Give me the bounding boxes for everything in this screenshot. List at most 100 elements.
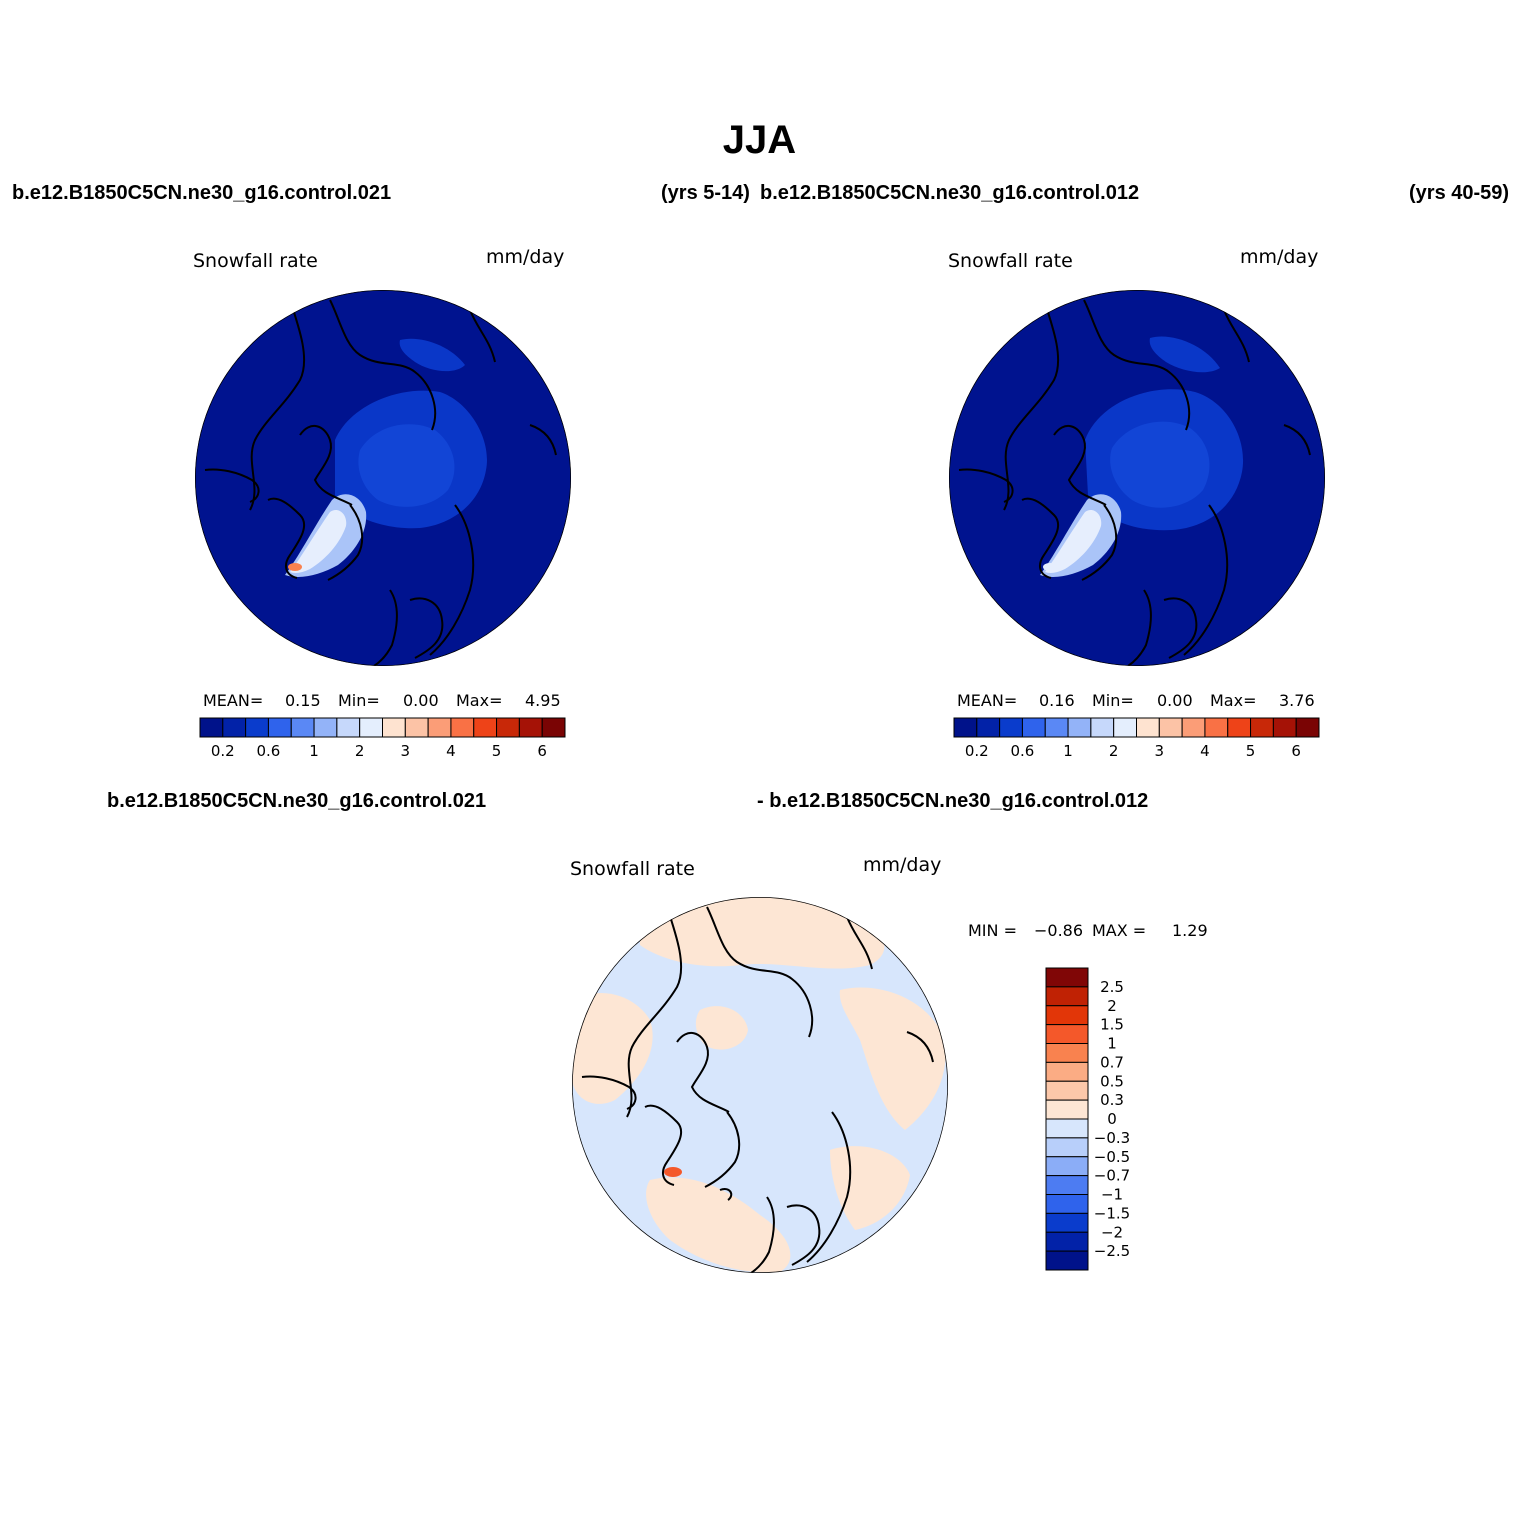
top-left-case-name: b.e12.B1850C5CN.ne30_g16.control.021 [12, 182, 392, 204]
panel2-colorbar-tick-label: 4 [1200, 742, 1210, 760]
panel2-colorbar-box [1181, 717, 1206, 738]
panel1-arctic-snow-inner [358, 424, 455, 507]
panel3-colorbar-box [1045, 1137, 1089, 1158]
panel3-colorbar: 2.521.510.70.50.30−0.3−0.5−0.7−1−1.5−2−2… [1045, 967, 1130, 1271]
panel3-colorbar-tick-label: −2.5 [1094, 1242, 1130, 1260]
panel2-max-label: Max= [1210, 691, 1257, 710]
panel2-colorbar-box [976, 717, 1001, 738]
panel2-colorbar: 0.2 0.6 1 2 3 4 5 6 [953, 717, 1320, 760]
panel2-colorbar-box [1113, 717, 1137, 738]
panel3-colorbar-box [1045, 1231, 1089, 1252]
panel2-colorbar-box [1090, 717, 1115, 738]
panel1-colorbar-box [222, 717, 247, 738]
panel2-colorbar-box [1250, 717, 1274, 738]
panel1-colorbar-box [267, 717, 292, 738]
panel3-colorbar-tick-label: −2 [1101, 1223, 1123, 1241]
panel1-siberia-patch [399, 338, 465, 372]
panel1-min-label: Min= [338, 691, 380, 710]
panel1-units-label: mm/day [486, 246, 565, 268]
panel1-colorbar: 0.2 0.6 1 2 3 4 5 6 [199, 717, 566, 760]
panel1-colorbar-tick-label: 5 [492, 742, 502, 760]
panel3-colorbar-tick-label: 0.5 [1100, 1072, 1124, 1090]
panel3-colorbar-tick-label: 2 [1107, 997, 1117, 1015]
panel3-colorbar-box [1045, 967, 1089, 988]
panel1-colorbar-box [541, 717, 566, 738]
panel1-colorbar-box [450, 717, 475, 738]
panel3-units-label: mm/day [863, 854, 942, 876]
top-right-years: (yrs 40-59) [1409, 182, 1510, 204]
panel3-colorbar-box [1045, 986, 1089, 1007]
panel3-positive-region-south [646, 1177, 791, 1273]
bottom-case-a: b.e12.B1850C5CN.ne30_g16.control.021 [107, 790, 487, 812]
page-title: JJA [722, 118, 797, 162]
panel3-min-value: −0.86 [1034, 921, 1084, 940]
panel3-colorbar-box [1045, 1175, 1089, 1195]
panel3-colorbar-box [1045, 1043, 1089, 1063]
panel3-colorbar-tick-label: −0.5 [1094, 1148, 1130, 1166]
panel1-colorbar-box [427, 717, 452, 738]
panel2-colorbar-box [1044, 717, 1069, 738]
panel3-colorbar-tick-label: 2.5 [1100, 978, 1124, 996]
panel2-colorbar-tick-label: 0.2 [965, 742, 989, 760]
panel2-colorbar-tick-label: 5 [1246, 742, 1256, 760]
panel1-variable-label: Snowfall rate [193, 250, 318, 272]
panel1-colorbar-box [199, 717, 224, 738]
panel3-colorbar-tick-label: −0.3 [1094, 1129, 1130, 1147]
panel2-variable-label: Snowfall rate [948, 250, 1073, 272]
panel1-max-label: Max= [456, 691, 503, 710]
panel3-variable-label: Snowfall rate [570, 858, 695, 880]
panel1-coastlines [204, 299, 557, 666]
panel2-colorbar-box [1067, 717, 1092, 738]
panel1-mean-label: MEAN= [203, 691, 264, 710]
panel3-colorbar-box [1045, 1005, 1089, 1026]
panel1-colorbar-tick-label: 2 [355, 742, 365, 760]
panel1-greenland-max [288, 563, 302, 571]
panel2-greenland-high-snow [1045, 509, 1102, 573]
top-left-years: (yrs 5-14) [661, 182, 750, 204]
panel3-min-label: MIN = [968, 921, 1017, 940]
panel1-max-value: 4.95 [525, 691, 561, 710]
top-right-case-name: b.e12.B1850C5CN.ne30_g16.control.012 [760, 182, 1140, 204]
panel1-colorbar-box [382, 717, 406, 738]
panel1-colorbar-tick-label: 0.6 [257, 742, 281, 760]
panel2-colorbar-box [1227, 717, 1252, 738]
panel3-colorbar-tick-label: 0.3 [1100, 1091, 1124, 1109]
panel2-colorbar-tick-label: 0.6 [1011, 742, 1035, 760]
panel2-colorbar-box [1295, 717, 1320, 738]
panel1-colorbar-box [473, 717, 498, 738]
panel3-difference-map [572, 897, 948, 1273]
panel2-colorbar-tick-label: 3 [1155, 742, 1165, 760]
panel2-mean-value: 0.16 [1039, 691, 1075, 710]
panel2-min-label: Min= [1092, 691, 1134, 710]
panel2-mean-label: MEAN= [957, 691, 1018, 710]
panel3-colorbar-box [1045, 1118, 1089, 1139]
panel3-positive-region-center [695, 1006, 748, 1050]
panel3-colorbar-tick-label: 1 [1107, 1035, 1117, 1053]
panel1-colorbar-box [404, 717, 429, 738]
panel2-polar-map [949, 290, 1325, 666]
panel3-colorbar-box [1045, 1212, 1089, 1233]
panel2-colorbar-box [1158, 717, 1183, 738]
panel3-colorbar-tick-label: −0.7 [1094, 1167, 1130, 1185]
panel2-colorbar-box [953, 717, 978, 738]
bottom-case-b: - b.e12.B1850C5CN.ne30_g16.control.012 [757, 790, 1149, 812]
panel2-coastlines [958, 299, 1311, 666]
panel2-units-label: mm/day [1240, 246, 1319, 268]
panel3-max-value: 1.29 [1172, 921, 1208, 940]
panel1-colorbar-box [313, 717, 338, 738]
panel1-greenland-high-snow [290, 509, 347, 573]
panel2-colorbar-box [1272, 717, 1297, 738]
panel3-colorbar-tick-label: 0.7 [1100, 1053, 1124, 1071]
panel3-colorbar-box [1045, 1061, 1089, 1082]
panel3-colorbar-box [1045, 1250, 1089, 1271]
panel2-colorbar-box [1204, 717, 1229, 738]
panel1-colorbar-box [245, 717, 269, 738]
panel1-colorbar-tick-label: 0.2 [211, 742, 235, 760]
panel3-colorbar-tick-label: −1.5 [1094, 1204, 1130, 1222]
panel1-colorbar-box [496, 717, 520, 738]
panel1-colorbar-box [290, 717, 315, 738]
panel1-colorbar-tick-label: 6 [537, 742, 547, 760]
panel3-colorbar-tick-label: 0 [1107, 1110, 1117, 1128]
panel3-positive-region-east [839, 987, 946, 1130]
